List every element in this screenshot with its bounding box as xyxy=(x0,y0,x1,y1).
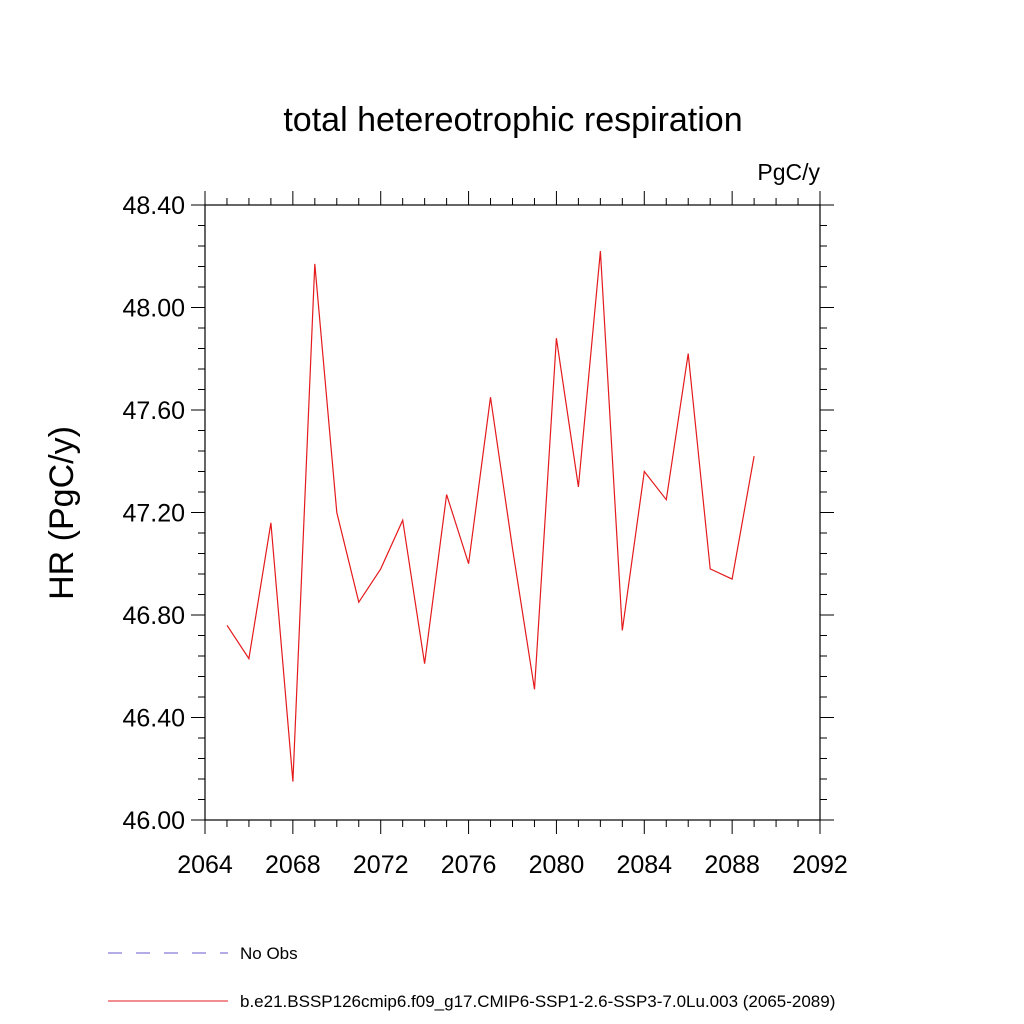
legend-label: b.e21.BSSP126cmip6.f09_g17.CMIP6-SSP1-2.… xyxy=(240,992,835,1011)
legend: No Obs b.e21.BSSP126cmip6.f09_g17.CMIP6-S… xyxy=(108,944,835,1011)
y-tick-label: 47.60 xyxy=(122,397,185,425)
y-tick-label: 46.00 xyxy=(122,807,185,835)
y-tick-label: 46.40 xyxy=(122,705,185,733)
tick-labels: 46.00 46.40 46.80 47.20 47.60 48.00 48.40 2064 2… xyxy=(122,192,847,879)
x-tick-label: 2084 xyxy=(616,851,672,879)
y-tick-label: 47.20 xyxy=(122,500,185,528)
x-tick-label: 2076 xyxy=(441,851,497,879)
x-tick-label: 2080 xyxy=(529,851,585,879)
series-layer xyxy=(226,251,755,782)
x-tick-label: 2092 xyxy=(792,851,848,879)
y-axis-label: HR (PgC/y) xyxy=(43,426,81,600)
x-tick-label: 2064 xyxy=(177,851,233,879)
y-tick-label: 46.80 xyxy=(122,602,185,630)
x-tick-label: 2068 xyxy=(265,851,321,879)
plot-area xyxy=(204,204,821,821)
y-tick-label: 48.40 xyxy=(122,192,185,220)
x-tick-label: 2088 xyxy=(704,851,760,879)
series-line xyxy=(226,251,755,782)
plot-border xyxy=(204,204,821,821)
y-tick-label: 48.00 xyxy=(122,295,185,323)
x-tick-label: 2072 xyxy=(353,851,409,879)
units-label: PgC/y xyxy=(757,159,820,185)
chart-title: total hetereotrophic respiration xyxy=(283,101,742,139)
axis-ticks xyxy=(191,191,834,834)
legend-label: No Obs xyxy=(240,944,298,963)
